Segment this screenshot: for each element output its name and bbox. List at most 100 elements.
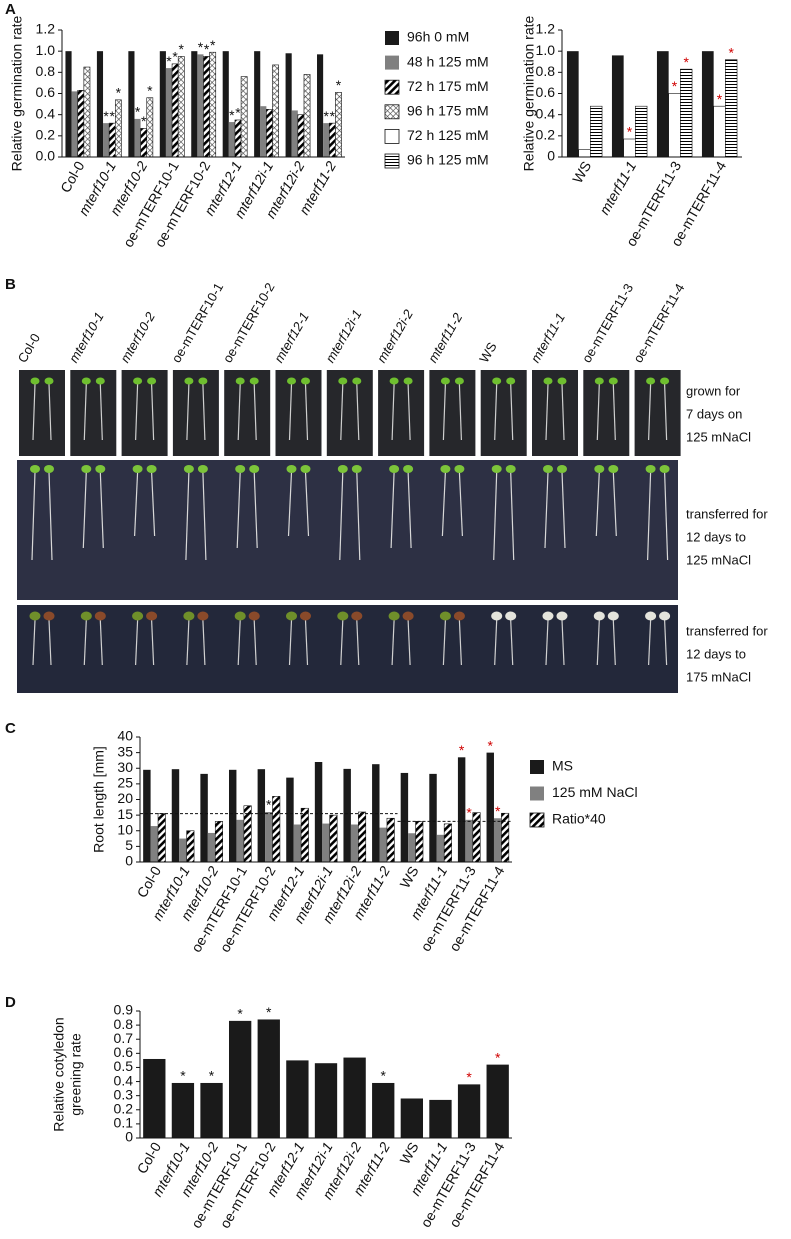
- y-tick-label: 35: [117, 743, 133, 759]
- seedling-root: [545, 383, 549, 441]
- seedling-root: [99, 619, 103, 666]
- seedling-root: [202, 383, 206, 441]
- x-tick-label: WS: [397, 1139, 422, 1167]
- bar: [209, 51, 217, 158]
- bar: [257, 769, 266, 862]
- seedling-leaf: [132, 611, 144, 621]
- bar: [457, 757, 466, 862]
- x-tick-label: WS: [569, 158, 594, 186]
- y-tick-label: 0.6: [536, 84, 556, 100]
- seedling-root: [339, 471, 344, 561]
- seedling-leaf: [594, 377, 604, 385]
- seedling-root: [596, 619, 600, 666]
- significance-star: *: [210, 37, 216, 53]
- seedling-root: [32, 619, 36, 666]
- bar: [272, 64, 279, 158]
- y-tick-label: 25: [117, 775, 133, 791]
- bar: [191, 51, 198, 157]
- significance-star: *: [266, 1004, 272, 1020]
- row-label: 7 days on: [686, 406, 742, 421]
- y-tick-label: 0.0: [36, 148, 56, 164]
- significance-star: *: [459, 742, 465, 758]
- seedling-root: [612, 383, 616, 441]
- seedling-leaf: [249, 465, 260, 473]
- bar: [240, 76, 248, 158]
- y-tick-label: 0.3: [114, 1086, 134, 1102]
- bar: [165, 68, 173, 157]
- seedling-root: [151, 471, 156, 537]
- significance-star: *: [147, 82, 153, 98]
- seedling-root: [32, 383, 36, 441]
- seedling-root: [48, 383, 52, 441]
- bar: [207, 832, 216, 862]
- seedling-root: [288, 383, 293, 441]
- legend-label: 48 h 125 mM: [407, 53, 489, 69]
- bar: [725, 59, 738, 158]
- column-label: mterf11-2: [425, 310, 466, 366]
- bar: [314, 762, 323, 862]
- bar: [234, 119, 242, 158]
- bar: [236, 819, 244, 862]
- seedling-leaf: [29, 611, 41, 621]
- panel-letter: B: [5, 276, 16, 293]
- bar: [400, 772, 409, 862]
- seedling-root: [185, 471, 190, 561]
- seedling-leaf: [184, 377, 194, 385]
- legend-swatch: [384, 79, 400, 95]
- seedling-root: [510, 619, 514, 666]
- bar: [680, 68, 693, 158]
- seedling-root: [134, 471, 139, 537]
- seedling-root: [186, 383, 190, 441]
- y-axis-label: greening rate: [68, 1033, 84, 1116]
- seedling-root: [82, 471, 87, 549]
- seedling-leaf: [389, 377, 399, 385]
- bar: [177, 56, 185, 158]
- y-tick-label: 0: [125, 1129, 133, 1145]
- bar: [254, 51, 261, 157]
- y-tick-label: 0.6: [36, 84, 56, 100]
- seedling-leaf: [557, 465, 567, 473]
- legend-swatch: [384, 128, 400, 144]
- bar: [297, 114, 305, 158]
- bar: [83, 66, 91, 158]
- bar: [146, 97, 154, 158]
- seedling-leaf: [248, 611, 260, 621]
- seedling-leaf: [543, 465, 553, 473]
- seedling-root: [510, 471, 515, 561]
- seedling-root: [356, 471, 361, 561]
- y-tick-label: 0.8: [536, 63, 556, 79]
- photo: [224, 370, 271, 456]
- seedling-root: [612, 471, 617, 537]
- seedling-leaf: [388, 611, 400, 621]
- seedling-root: [202, 619, 206, 666]
- bar: [379, 827, 387, 862]
- legend-label: 72 h 125 mM: [407, 127, 489, 143]
- seedling-root: [99, 383, 103, 441]
- legend-swatch: [385, 55, 399, 70]
- seedling-root: [595, 471, 600, 537]
- y-tick-label: 0: [547, 148, 555, 164]
- legend-label: 96 h 125 mM: [407, 152, 489, 168]
- seedling-leaf: [594, 465, 605, 473]
- legend-label: MS: [552, 758, 573, 774]
- column-label: mterf12i-2: [374, 306, 417, 365]
- bar: [443, 823, 452, 863]
- legend-swatch: [530, 760, 544, 774]
- seedling-leaf: [505, 611, 517, 621]
- column-label: mterf11-1: [528, 310, 568, 365]
- x-tick-label: mterf11-1: [596, 158, 639, 217]
- seedling-leaf: [505, 465, 516, 473]
- bar: [179, 838, 187, 862]
- bar: [200, 1082, 223, 1138]
- significance-star: *: [330, 108, 336, 124]
- significance-star: *: [672, 78, 678, 94]
- bar: [272, 796, 281, 863]
- seedling-leaf: [338, 377, 348, 385]
- seedling-root: [304, 383, 309, 441]
- seedling-leaf: [454, 465, 465, 473]
- seedling-leaf: [95, 465, 106, 473]
- y-tick-label: 15: [117, 806, 133, 822]
- seedling-leaf: [81, 465, 92, 473]
- photo: [634, 370, 681, 456]
- photo: [19, 370, 65, 456]
